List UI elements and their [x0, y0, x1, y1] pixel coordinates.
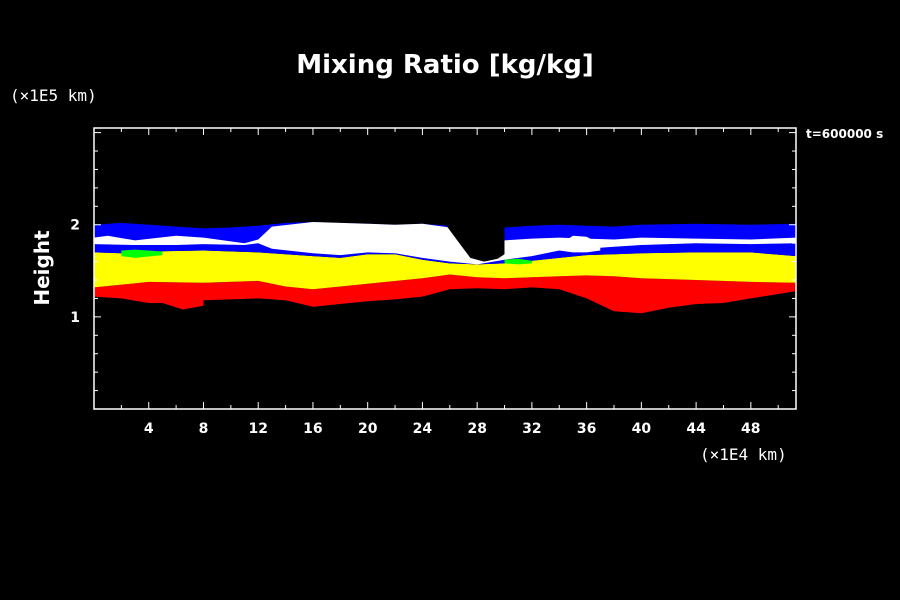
band-yellow: [94, 250, 796, 290]
band-black-gap: [447, 220, 505, 262]
y-tick-labels: 12: [70, 218, 80, 326]
x-tick-label: 12: [248, 421, 267, 437]
x-unit-label: (×1E4 km): [700, 445, 787, 464]
chart-title: Mixing Ratio [kg/kg]: [296, 50, 594, 80]
x-tick-label: 36: [577, 421, 596, 437]
x-tick-label: 24: [413, 421, 433, 437]
y-tick-label: 2: [70, 218, 80, 234]
band-green-2: [504, 258, 532, 265]
mixing-ratio-field: [94, 128, 796, 409]
band-green-1: [121, 249, 163, 258]
x-tick-label: 32: [522, 421, 541, 437]
y-tick-label: 1: [70, 310, 80, 326]
band-red: [94, 274, 796, 314]
x-tick-label: 44: [686, 421, 706, 437]
y-axis-label: Height: [30, 230, 54, 306]
time-label: t=600000 s: [806, 127, 883, 141]
band-white-bump: [559, 235, 601, 253]
x-tick-label: 48: [741, 421, 760, 437]
band-white: [94, 222, 796, 265]
band-red-patch-1: [162, 296, 204, 310]
x-tick-label: 20: [358, 421, 378, 437]
x-tick-labels: 4 8 12 16 20 24 28 32 36 40 44 48: [144, 421, 761, 437]
axis-ticks: [94, 128, 796, 409]
x-tick-label: 16: [303, 421, 322, 437]
plot-frame: [93, 127, 797, 410]
x-tick-label: 28: [467, 421, 486, 437]
x-tick-label: 8: [199, 421, 209, 437]
x-tick-label: 4: [144, 421, 154, 437]
y-unit-label: (×1E5 km): [10, 86, 97, 105]
x-tick-label: 40: [632, 421, 652, 437]
